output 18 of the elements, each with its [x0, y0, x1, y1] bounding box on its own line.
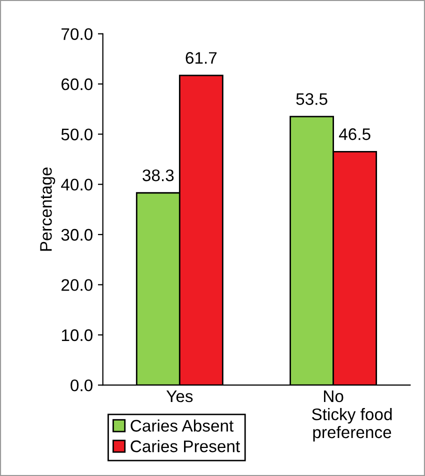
legend-label: Caries Present — [130, 440, 240, 452]
y-tick-label: 30.0 — [61, 228, 92, 241]
y-axis-title: Percentage — [40, 168, 56, 251]
x-axis-title: Sticky food preference — [312, 408, 392, 442]
legend-label: Caries Absent — [130, 419, 234, 432]
x-tick-label: No — [324, 390, 344, 402]
y-tick-label: 10.0 — [62, 329, 92, 342]
y-tick-label: 40.0 — [61, 178, 92, 191]
x-tick-label: Yes — [166, 390, 193, 402]
data-label: 61.7 — [186, 52, 217, 64]
data-label: 53.5 — [296, 93, 328, 105]
data-label: 38.3 — [142, 169, 174, 182]
y-tick-label: 50.0 — [61, 128, 92, 140]
data-label: 46.5 — [338, 128, 370, 140]
y-tick-label: 20.0 — [62, 279, 92, 291]
y-tick-label: 0.0 — [70, 379, 92, 392]
y-tick-label: 70.0 — [62, 28, 92, 40]
y-tick-label: 60.0 — [62, 78, 92, 90]
